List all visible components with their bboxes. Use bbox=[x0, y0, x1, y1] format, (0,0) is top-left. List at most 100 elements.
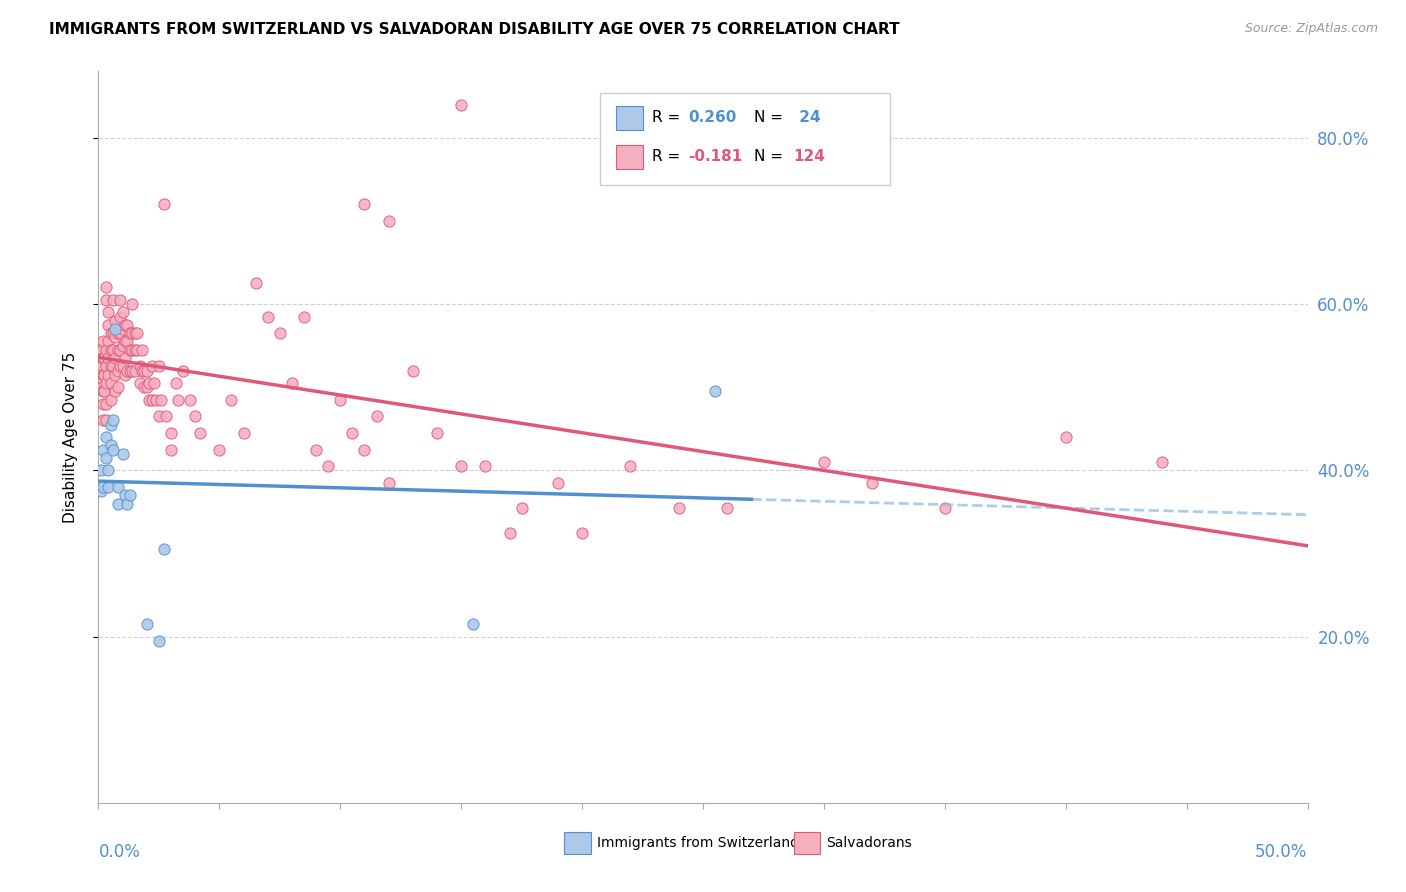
Text: R =: R = bbox=[652, 110, 685, 125]
Point bbox=[111, 359, 134, 374]
Point bbox=[108, 310, 131, 324]
Point bbox=[342, 425, 364, 440]
Point bbox=[107, 480, 129, 494]
Point bbox=[148, 633, 170, 648]
Point bbox=[108, 326, 131, 341]
Point bbox=[97, 480, 120, 494]
Point bbox=[256, 310, 278, 324]
Point bbox=[91, 380, 114, 394]
Point bbox=[107, 343, 129, 357]
FancyBboxPatch shape bbox=[616, 145, 643, 169]
Point bbox=[100, 392, 122, 407]
Point bbox=[148, 409, 170, 424]
Point bbox=[160, 425, 183, 440]
Text: 24: 24 bbox=[793, 110, 820, 125]
Point bbox=[114, 334, 136, 349]
Text: Source: ZipAtlas.com: Source: ZipAtlas.com bbox=[1244, 22, 1378, 36]
Point bbox=[121, 363, 143, 377]
Point bbox=[402, 363, 425, 377]
Point bbox=[94, 293, 117, 307]
Point bbox=[107, 380, 129, 394]
Point bbox=[104, 368, 127, 382]
Point bbox=[188, 425, 211, 440]
Point bbox=[179, 392, 201, 407]
Point bbox=[94, 343, 117, 357]
Point bbox=[124, 363, 146, 377]
Point bbox=[94, 397, 117, 411]
Point bbox=[97, 368, 120, 382]
Point bbox=[128, 359, 150, 374]
Point bbox=[93, 368, 115, 382]
Point bbox=[135, 363, 157, 377]
Point bbox=[118, 488, 141, 502]
Point bbox=[155, 409, 177, 424]
Point bbox=[934, 500, 956, 515]
Point bbox=[668, 500, 690, 515]
Point bbox=[100, 343, 122, 357]
Point bbox=[704, 384, 727, 399]
Point bbox=[118, 326, 141, 341]
Point bbox=[450, 459, 472, 474]
Point bbox=[91, 368, 114, 382]
Point bbox=[90, 380, 112, 394]
Point bbox=[107, 497, 129, 511]
Text: N =: N = bbox=[754, 150, 787, 164]
Point bbox=[329, 392, 352, 407]
Text: 0.0%: 0.0% bbox=[98, 843, 141, 861]
Text: -0.181: -0.181 bbox=[689, 150, 742, 164]
Point bbox=[172, 363, 194, 377]
Point bbox=[89, 343, 111, 357]
FancyBboxPatch shape bbox=[616, 106, 643, 130]
Point bbox=[104, 314, 127, 328]
Point bbox=[353, 197, 375, 211]
Point bbox=[232, 425, 254, 440]
Point bbox=[860, 475, 883, 490]
Point bbox=[353, 442, 375, 457]
Point bbox=[101, 293, 124, 307]
Point bbox=[100, 376, 122, 390]
Point bbox=[94, 359, 117, 374]
Point bbox=[134, 380, 156, 394]
Point bbox=[100, 326, 122, 341]
Point bbox=[121, 326, 143, 341]
Text: Salvadorans: Salvadorans bbox=[827, 836, 912, 850]
Point bbox=[117, 497, 139, 511]
Point bbox=[91, 413, 114, 427]
Point bbox=[463, 617, 485, 632]
Point bbox=[118, 343, 141, 357]
Point bbox=[128, 376, 150, 390]
Point bbox=[114, 318, 136, 332]
Point bbox=[377, 214, 399, 228]
Point bbox=[281, 376, 304, 390]
Point bbox=[141, 359, 163, 374]
Point bbox=[619, 459, 641, 474]
Point bbox=[152, 542, 174, 557]
Point bbox=[813, 455, 835, 469]
Point bbox=[221, 392, 243, 407]
Point bbox=[547, 475, 569, 490]
Point bbox=[124, 343, 146, 357]
Point bbox=[131, 343, 153, 357]
Text: 0.260: 0.260 bbox=[689, 110, 737, 125]
Point bbox=[97, 463, 120, 477]
Point bbox=[426, 425, 449, 440]
Text: N =: N = bbox=[754, 110, 787, 125]
Point bbox=[101, 343, 124, 357]
Point bbox=[245, 277, 267, 291]
Point bbox=[135, 617, 157, 632]
Point bbox=[91, 442, 114, 457]
Point bbox=[160, 442, 183, 457]
Point bbox=[94, 413, 117, 427]
Point bbox=[107, 363, 129, 377]
Point bbox=[498, 525, 520, 540]
Point bbox=[165, 376, 187, 390]
Point bbox=[94, 376, 117, 390]
Point bbox=[94, 430, 117, 444]
Point bbox=[108, 293, 131, 307]
Point bbox=[97, 351, 120, 365]
Point bbox=[138, 392, 160, 407]
Y-axis label: Disability Age Over 75: Disability Age Over 75 bbox=[63, 351, 77, 523]
Point bbox=[91, 384, 114, 399]
Point bbox=[93, 351, 115, 365]
Point bbox=[97, 305, 120, 319]
